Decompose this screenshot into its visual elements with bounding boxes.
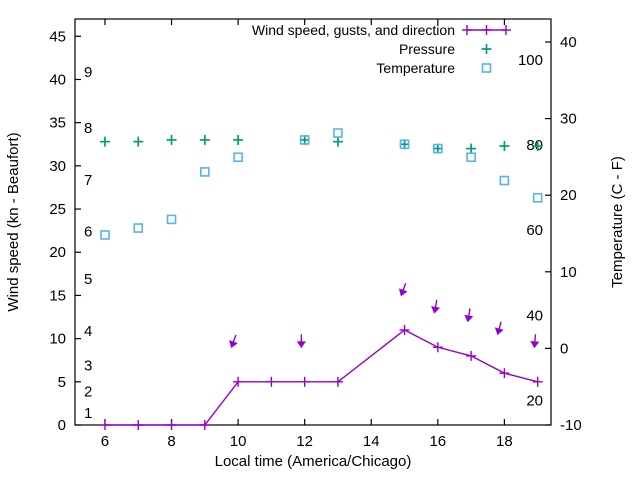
y-axis-title: Wind speed (kn - Beaufort) <box>5 132 22 311</box>
y-tick-label: 20 <box>49 244 66 261</box>
y2-tick-label: 40 <box>560 34 577 51</box>
beaufort-label: 3 <box>84 358 92 375</box>
legend-label: Temperature <box>376 60 455 76</box>
y2-tick-label: 0 <box>560 340 568 357</box>
square-marker <box>166 214 177 225</box>
legend-label: Wind speed, gusts, and direction <box>252 22 455 38</box>
y2-axis-title: Temperature (C - F) <box>609 156 626 288</box>
square-marker <box>433 143 443 154</box>
square-marker <box>499 175 510 186</box>
y2-tick-label: 10 <box>560 264 577 281</box>
square-marker <box>333 128 343 138</box>
x-axis-ticks: 6 8 10 12 14 16 18 <box>101 19 513 450</box>
series-pressure <box>99 134 543 154</box>
y-tick-label: 45 <box>49 28 66 45</box>
y-tick-label: 30 <box>49 158 66 175</box>
legend-label: Pressure <box>399 41 455 57</box>
wind-direction-arrowhead <box>296 341 306 349</box>
square-marker <box>200 167 210 177</box>
y-tick-label: 15 <box>49 287 66 304</box>
square-marker <box>233 152 243 163</box>
beaufort-label: 4 <box>84 323 92 340</box>
wind-direction-arrowhead <box>431 306 441 314</box>
fahrenheit-label: 100 <box>518 52 543 69</box>
x-tick-label: 16 <box>429 433 446 450</box>
x-tick-label: 18 <box>496 433 513 450</box>
x-tick-label: 12 <box>296 433 313 450</box>
series-wind <box>99 324 543 430</box>
y2-axis-ticks: -10 0 10 20 30 40 <box>545 34 582 434</box>
x-tick-label: 8 <box>167 433 175 450</box>
y2-tick-label: 30 <box>560 111 577 128</box>
wind-direction-arrowhead <box>494 327 504 336</box>
y-tick-label: 10 <box>49 331 66 348</box>
wind-direction-arrowhead <box>398 288 408 297</box>
chart-legend: Wind speed, gusts, and direction Pressure… <box>252 22 511 76</box>
wind-direction-arrowhead <box>464 314 474 323</box>
y2-tick-label: -10 <box>560 417 582 434</box>
wind-direction-arrowhead <box>229 340 238 349</box>
fahrenheit-label: 40 <box>526 308 543 325</box>
y-tick-label: 25 <box>49 201 66 218</box>
y-tick-label: 5 <box>58 374 66 391</box>
wind-direction-arrowhead <box>530 340 540 349</box>
square-marker <box>466 152 476 163</box>
fahrenheit-label: 60 <box>526 222 543 239</box>
plot-frame <box>74 18 552 426</box>
y-tick-label: 40 <box>49 71 66 88</box>
square-marker <box>133 223 144 233</box>
square-marker <box>399 139 410 150</box>
y-axis-ticks: 0 5 10 15 20 25 30 35 40 45 <box>49 28 81 434</box>
x-axis-title: Local time (America/Chicago) <box>215 453 412 470</box>
beaufort-label: 1 <box>84 405 92 422</box>
y2-tick-label: 20 <box>560 187 577 204</box>
x-tick-label: 10 <box>230 433 247 450</box>
square-marker <box>299 135 310 145</box>
data-series <box>99 128 543 430</box>
beaufort-label: 5 <box>84 271 92 288</box>
beaufort-label: 8 <box>84 120 92 137</box>
beaufort-label: 9 <box>84 64 92 81</box>
axis-titles: Local time (America/Chicago) Wind speed (… <box>5 132 626 470</box>
x-tick-label: 6 <box>101 433 109 450</box>
wind-speed-line <box>104 329 538 426</box>
beaufort-label: 7 <box>84 172 92 189</box>
beaufort-label: 6 <box>84 224 92 241</box>
x-tick-label: 14 <box>363 433 380 450</box>
square-marker <box>481 63 492 73</box>
beaufort-label: 2 <box>84 383 92 400</box>
series-wind_direction <box>229 282 540 349</box>
series-temperature <box>100 128 543 240</box>
beaufort-scale-labels: 1 2 3 4 5 6 7 8 9 <box>84 64 92 422</box>
y-tick-label: 35 <box>49 115 66 132</box>
fahrenheit-label: 20 <box>526 393 543 410</box>
square-marker <box>532 193 543 203</box>
square-marker <box>100 230 110 240</box>
y-tick-label: 0 <box>58 417 66 434</box>
